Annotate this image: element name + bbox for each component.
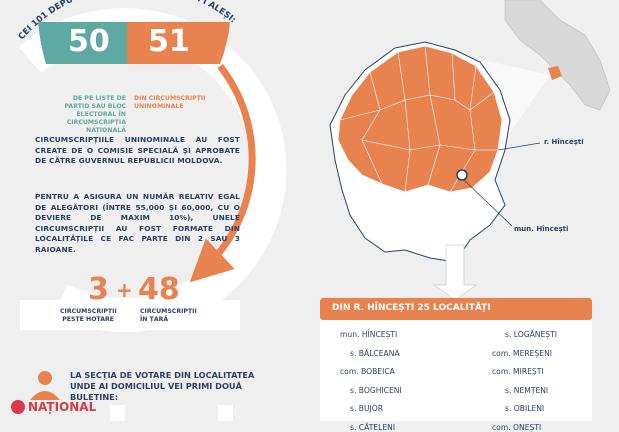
city-label: mun. Hîncești bbox=[514, 225, 569, 233]
leader-line bbox=[463, 179, 513, 227]
locality: mun. HÎNCEȘTI bbox=[340, 330, 398, 339]
paragraph: PENTRU A ASIGURA UN NUMĂR RELATIV EGAL D… bbox=[35, 192, 240, 254]
country-highlight bbox=[548, 66, 562, 80]
graphics: CEI 101 DEPUTAȚI DIN PARLAMENT VOR FI AL… bbox=[11, 0, 611, 421]
ballot-note: LA SECȚIA DE VOTARE DIN LOCALITATEA UNDE… bbox=[70, 370, 255, 402]
uninominal-box bbox=[127, 22, 230, 64]
uninominal-label: DIN CIRCUMSCRIPȚII UNINOMINALE bbox=[134, 95, 206, 110]
abroad-label: CIRCUMSCRIPȚII PESTE HOTARE bbox=[60, 308, 117, 323]
person-head bbox=[38, 371, 52, 385]
ballot bbox=[110, 405, 125, 421]
domestic-label: CIRCUMSCRIPȚII ÎN ȚARĂ bbox=[140, 308, 197, 323]
paragraph: CIRCUMSCRIPȚIILE UNINOMINALE AU FOST CRE… bbox=[35, 135, 240, 165]
city-marker bbox=[456, 169, 468, 181]
locality: s. BUJOR bbox=[350, 404, 384, 413]
white-band bbox=[20, 300, 240, 330]
page: {"header": {"title": "CEI 101 DEPUTAȚI D… bbox=[11, 0, 611, 432]
person-body bbox=[30, 391, 60, 400]
national-count: 50 bbox=[68, 24, 110, 59]
locality: com. MEREȘENI bbox=[492, 348, 553, 358]
list-title: DIN R. HÎNCEȘTI 25 LOCALITĂȚI bbox=[332, 303, 491, 313]
logo-icon bbox=[11, 400, 25, 414]
arrow bbox=[189, 63, 256, 283]
locality: com. ONEȘTI bbox=[492, 422, 542, 432]
locality: s. OBILENI bbox=[505, 404, 545, 413]
domestic-count: 48 bbox=[138, 272, 180, 307]
ballot bbox=[218, 405, 233, 421]
national-box bbox=[38, 22, 127, 64]
uninominal-count: 51 bbox=[148, 24, 190, 59]
locality: s. BĂLCEANA bbox=[350, 348, 400, 358]
locality: com. BOBEICA bbox=[340, 367, 395, 376]
national-label: DE PE LISTE DE PARTID SAU BLOC ELECTORAL… bbox=[64, 95, 126, 134]
district-borders bbox=[339, 45, 498, 193]
locality: s. NEMȚENI bbox=[505, 385, 549, 395]
country-map bbox=[504, 0, 611, 111]
locality: s. LOGĂNEȘTI bbox=[505, 330, 557, 339]
locality: s. BOGHICENI bbox=[350, 385, 402, 395]
leader-line bbox=[497, 142, 541, 151]
list-header bbox=[320, 298, 592, 320]
district-map bbox=[337, 45, 503, 193]
locality: s. CĂTELENI bbox=[350, 422, 396, 432]
district-label: r. Hîncești bbox=[544, 138, 584, 146]
abroad-count: 3 bbox=[88, 272, 109, 307]
logo: NAȚIONAL bbox=[28, 400, 97, 414]
down-arrow bbox=[432, 244, 478, 301]
locality: com. MIREȘTI bbox=[492, 367, 544, 376]
plus: + bbox=[116, 278, 133, 302]
